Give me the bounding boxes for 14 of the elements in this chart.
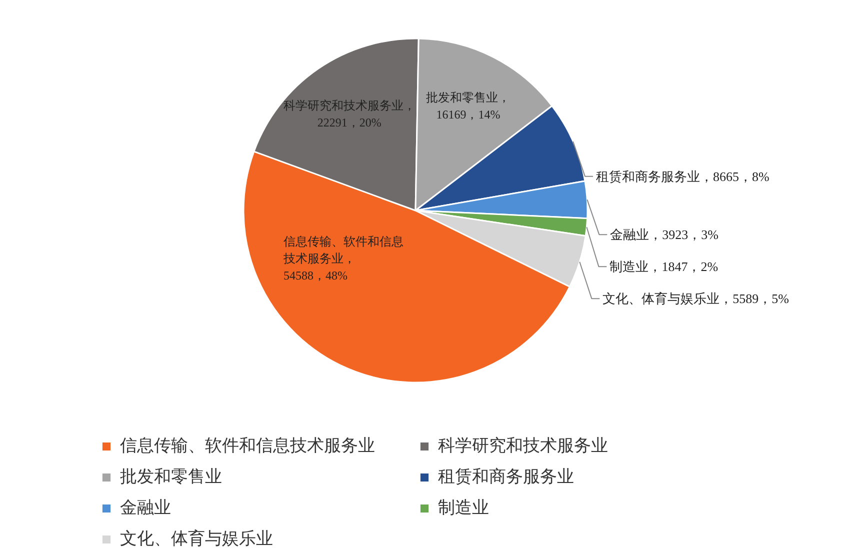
legend-label: 批发和零售业: [120, 466, 223, 488]
data-label: 制造业，1847，2%: [610, 259, 718, 274]
legend-label: 科学研究和技术服务业: [438, 435, 609, 457]
data-label: 科学研究和技术服务业，22291，20%: [283, 98, 416, 130]
data-label: 信息传输、软件和信息技术服务业，54588，48%: [282, 234, 404, 282]
legend-label: 租赁和商务服务业: [438, 466, 575, 488]
legend-label: 制造业: [438, 497, 490, 519]
legend-label: 金融业: [120, 497, 172, 519]
legend-label: 信息传输、软件和信息技术服务业: [120, 435, 376, 457]
legend-label: 文化、体育与娱乐业: [120, 528, 274, 550]
data-label: 租赁和商务服务业，8665，8%: [596, 168, 770, 184]
data-label: 批发和零售业，16169，14%: [426, 90, 510, 122]
data-label: 金融业，3923，3%: [610, 227, 719, 242]
data-label: 文化、体育与娱乐业，5589，5%: [602, 291, 790, 306]
